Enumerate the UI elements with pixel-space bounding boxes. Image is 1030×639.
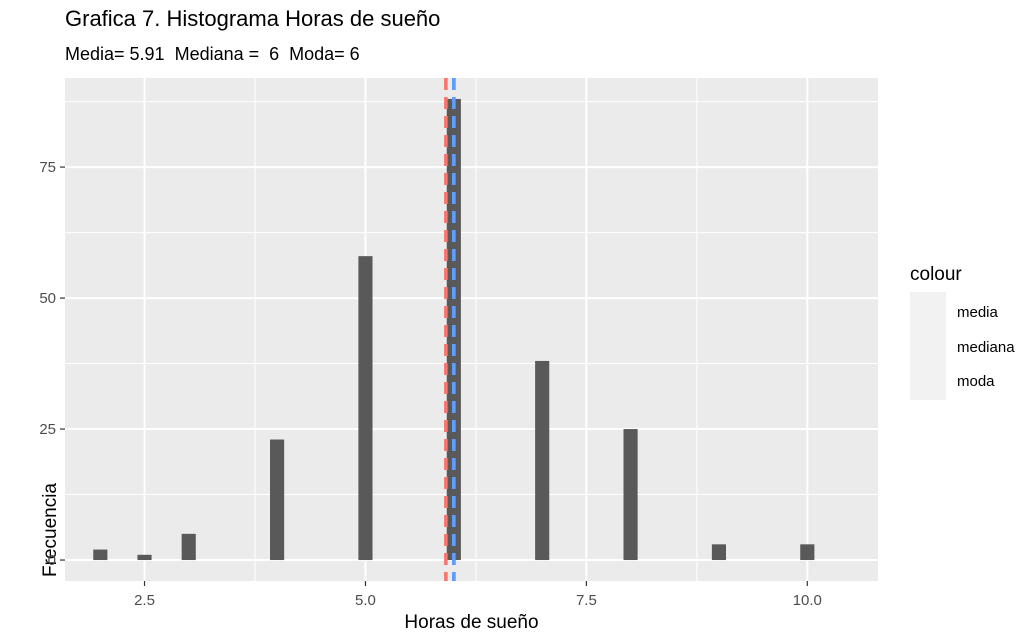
- x-tick-label: 2.5: [134, 592, 155, 609]
- x-tick-label: 7.5: [576, 592, 597, 609]
- y-tick-label: 50: [39, 290, 56, 307]
- histogram-bar: [137, 554, 152, 561]
- y-tick-label: 0: [48, 552, 56, 569]
- histogram-bar: [270, 439, 285, 561]
- x-tick-label: 10.0: [793, 592, 822, 609]
- y-tick-label: 75: [39, 159, 56, 176]
- histogram-bar: [358, 256, 373, 561]
- histogram-bar: [181, 533, 196, 561]
- y-tick-label: 25: [39, 421, 56, 438]
- chart-subtitle: Media= 5.91 Mediana = 6 Moda= 6: [65, 44, 360, 64]
- chart-title: Grafica 7. Histograma Horas de sueño: [65, 6, 441, 31]
- histogram-bar: [623, 429, 638, 561]
- histogram-bar: [711, 544, 727, 561]
- histogram-bar: [535, 360, 550, 561]
- legend-label-moda: moda: [957, 373, 995, 390]
- plot-panel: [65, 78, 878, 581]
- histogram-bar: [93, 549, 108, 561]
- histogram-bar: [800, 544, 815, 561]
- legend-label-mediana: mediana: [957, 339, 1015, 356]
- legend-title: colour: [910, 264, 962, 285]
- legend-keys: [910, 292, 946, 400]
- legend-label-media: media: [957, 304, 998, 321]
- x-axis-title: Horas de sueño: [404, 612, 539, 633]
- x-tick-label: 5.0: [355, 592, 376, 609]
